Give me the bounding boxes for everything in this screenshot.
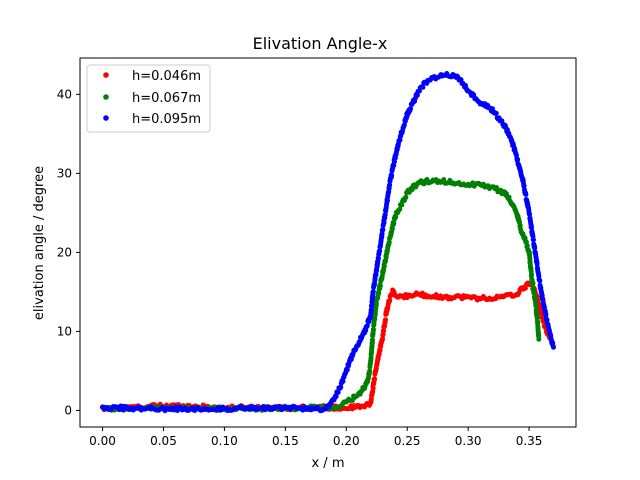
data-point [537,278,543,284]
data-point [515,156,521,162]
data-point [534,261,540,267]
data-point [524,243,530,249]
chart-title: Elivation Angle-x [253,34,388,53]
x-axis-label: x / m [311,456,344,471]
data-point [533,303,539,309]
x-axis-ticks: 0.00 0.05 0.10 0.15 0.20 0.25 0.30 0.35 [89,427,542,448]
data-point [544,317,550,323]
data-point [517,223,523,229]
data-point [367,368,373,374]
data-point [380,227,386,233]
y-tick-label: 20 [57,245,72,259]
data-point [387,297,393,303]
x-tick-label: 0.05 [150,434,177,448]
data-point [535,325,541,331]
data-point [368,307,374,313]
data-point [370,327,376,333]
x-tick-label: 0.20 [333,434,360,448]
data-point [408,106,414,112]
data-point [493,110,499,116]
x-tick-label: 0.35 [516,434,543,448]
data-point [550,344,556,350]
legend-marker-h046 [103,72,109,78]
legend-label-h046: h=0.046m [132,69,201,84]
data-point [333,394,339,400]
data-point [381,328,387,334]
data-point [364,323,370,329]
x-tick-label: 0.10 [211,434,238,448]
y-tick-label: 0 [64,403,72,417]
data-point [506,194,512,200]
x-tick-label: 0.30 [455,434,482,448]
data-point [391,159,397,165]
data-point [532,245,538,251]
legend-box [86,64,211,133]
y-tick-label: 30 [57,166,72,180]
data-point [386,239,392,245]
legend-label-h067: h=0.067m [132,91,201,106]
data-point [377,283,383,289]
data-point [373,301,379,307]
data-point [409,186,415,192]
data-point [521,183,527,189]
x-tick-label: 0.15 [272,434,299,448]
data-point [377,248,383,254]
data-point [389,172,395,178]
y-tick-label: 40 [57,87,72,101]
data-point [414,92,420,98]
data-point [543,312,549,318]
data-point [387,182,393,188]
data-point [368,314,374,320]
data-point [530,281,536,287]
data-point [377,347,383,353]
data-point [381,263,387,269]
y-tick-label: 10 [57,324,72,338]
data-point [375,255,381,261]
legend-label-h095: h=0.095m [132,112,201,127]
data-point [389,226,395,232]
data-point [397,206,403,212]
data-point [403,194,409,200]
data-point [522,285,528,291]
legend-marker-h095 [103,115,109,121]
y-axis-label: elivation angle / degree [32,166,47,320]
data-point [344,367,350,373]
data-point [523,191,529,197]
data-point [536,336,542,342]
data-point [370,288,376,294]
data-point [340,378,346,384]
data-point [384,198,390,204]
data-point [393,214,399,220]
data-point [363,327,369,333]
data-point [382,212,388,218]
x-tick-label: 0.00 [89,434,116,448]
x-tick-label: 0.25 [394,434,421,448]
legend-marker-h067 [103,94,109,100]
data-point [369,337,375,343]
legend: h=0.046m h=0.067m h=0.095m [86,64,211,133]
y-axis-ticks: 0 10 20 30 40 [57,87,80,417]
data-point [372,376,378,382]
data-point [471,92,477,98]
data-point [420,84,426,90]
data-point [383,317,389,323]
data-point [338,384,344,390]
data-point [381,220,387,226]
data-point [391,220,397,226]
data-point [529,271,535,277]
data-point [530,237,536,243]
plot-frame [79,57,577,428]
series-layer [100,71,556,414]
series-h-0-095m [100,71,556,414]
data-point [370,385,376,391]
data-point [335,389,341,395]
